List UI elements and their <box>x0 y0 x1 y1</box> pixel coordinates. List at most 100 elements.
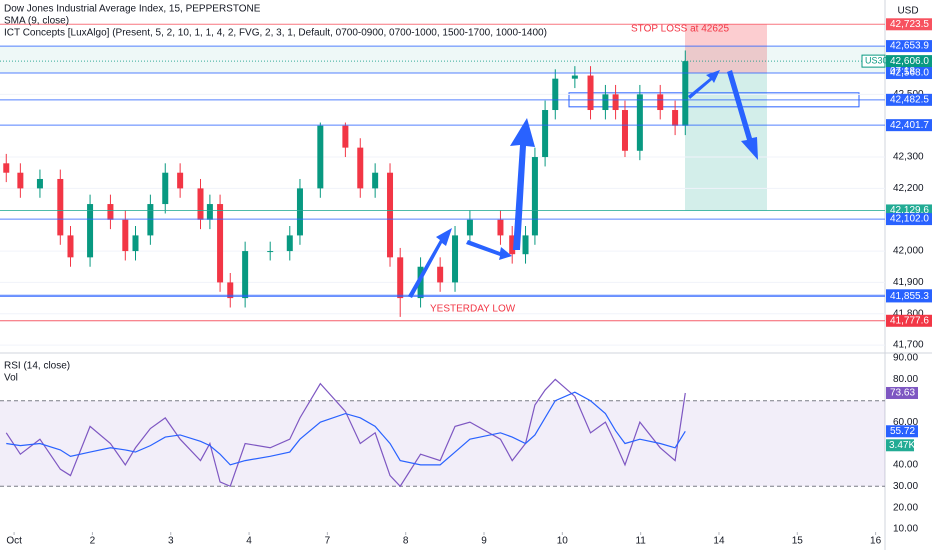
candle-body <box>162 172 169 205</box>
price-label: 42,129.6 <box>890 205 929 216</box>
x-tick-label: 9 <box>481 536 487 547</box>
value-label: 73.63 <box>890 388 915 399</box>
annotation: STOP LOSS at 42625 <box>631 24 729 35</box>
countdown: 07:18 <box>890 66 915 77</box>
candle-body <box>417 266 424 299</box>
candle-body <box>437 266 444 283</box>
candle-body <box>227 282 234 299</box>
y-tick-label: 80.00 <box>893 374 918 385</box>
candle-body <box>296 188 303 236</box>
price-label: 42,653.9 <box>890 41 929 52</box>
candle-body <box>387 172 394 258</box>
candle-body <box>147 204 154 236</box>
candle-body <box>466 219 473 236</box>
candle-body <box>342 125 349 148</box>
candle-body <box>67 235 74 258</box>
volume-label-bg <box>886 439 914 452</box>
x-tick-label: 3 <box>168 536 174 547</box>
x-tick-label: 11 <box>635 536 646 547</box>
arrow <box>408 228 452 298</box>
x-tick-label: 14 <box>713 536 725 547</box>
candle-body <box>87 204 94 258</box>
candle-body <box>132 235 139 252</box>
candle-body <box>531 157 538 236</box>
x-tick-label: 2 <box>90 536 96 547</box>
y-tick-label: 42,200 <box>893 183 924 194</box>
x-tick-label: 7 <box>325 536 331 547</box>
drawings <box>0 23 885 488</box>
pane-title: RSI (14, close) <box>4 361 70 372</box>
candle-body <box>602 94 609 111</box>
candle-body <box>217 204 224 283</box>
price-label: 42,606.0 <box>890 56 929 67</box>
symbol-tag-bg <box>861 54 886 68</box>
candle-body <box>3 163 10 173</box>
y-tick-label: 20.00 <box>893 502 918 513</box>
candle-body <box>552 78 559 111</box>
y-tick-label: 41,800 <box>893 308 924 319</box>
arrow <box>466 240 512 260</box>
x-tick-label: 10 <box>557 536 569 547</box>
y-tick-label: 41,700 <box>893 340 924 351</box>
rsi-band-fill <box>0 400 885 487</box>
price-label: 42,401.7 <box>890 120 929 131</box>
currency: USD <box>897 6 918 17</box>
value-label-bg <box>886 386 918 399</box>
indicator-label: SMA (9, close) <box>4 16 69 27</box>
arrow <box>727 70 758 160</box>
candle-body <box>122 219 129 252</box>
candle-body <box>36 178 43 189</box>
candle-body <box>509 235 516 255</box>
price-label: 42,568.0 <box>890 68 929 79</box>
annotation: YESTERDAY LOW <box>430 304 516 315</box>
y-tick-label: 90.00 <box>893 353 918 364</box>
candle-body <box>672 110 679 126</box>
price-label-bg <box>886 93 932 106</box>
candle-body <box>17 172 24 189</box>
y-tick-label: 40.00 <box>893 460 918 471</box>
price-label-bg <box>886 314 932 327</box>
arrow <box>510 118 535 250</box>
y-tick-label: 60.00 <box>893 417 918 428</box>
candle-body <box>177 172 184 189</box>
candle-body <box>682 61 689 126</box>
chart-title: Dow Jones Industrial Average Index, 15, … <box>4 4 261 15</box>
x-tick-label: 4 <box>246 536 252 547</box>
candle-body <box>612 94 619 111</box>
price-label: 41,855.3 <box>890 291 929 302</box>
candle-body <box>452 235 459 283</box>
pane-subtitle: Vol <box>4 373 18 384</box>
candle-body <box>497 219 504 236</box>
y-tick-label: 10.00 <box>893 524 918 535</box>
y-tick-label: 42,000 <box>893 246 924 257</box>
candle-body <box>522 235 529 255</box>
candle-body <box>587 75 594 111</box>
candle-body <box>242 251 249 299</box>
price-label: 42,102.0 <box>890 214 929 225</box>
candle-body <box>267 251 274 253</box>
candle-body <box>657 94 664 111</box>
x-tick-label: 8 <box>403 536 409 547</box>
y-tick-label: 42,300 <box>893 152 924 163</box>
y-tick-label: 41,900 <box>893 277 924 288</box>
candle-body <box>372 172 379 189</box>
value-label: 55.72 <box>890 426 915 437</box>
liquidity-zone <box>0 46 885 74</box>
candle-body <box>286 235 293 252</box>
price-label-bg <box>886 67 932 80</box>
rsi-line <box>6 391 686 466</box>
candle-body <box>357 147 364 189</box>
price-label-bg <box>886 290 932 303</box>
candle-body <box>206 204 213 220</box>
candle-body <box>107 204 114 220</box>
price-label-bg <box>886 213 932 226</box>
price-label-bg <box>886 40 932 53</box>
candle-body <box>621 110 628 151</box>
candle-body <box>571 75 578 79</box>
stop-zone <box>685 24 767 74</box>
price-label: 41,777.6 <box>890 315 929 326</box>
x-tick-label: 15 <box>792 536 804 547</box>
arrow <box>688 70 720 99</box>
x-tick-label: 16 <box>870 536 882 547</box>
